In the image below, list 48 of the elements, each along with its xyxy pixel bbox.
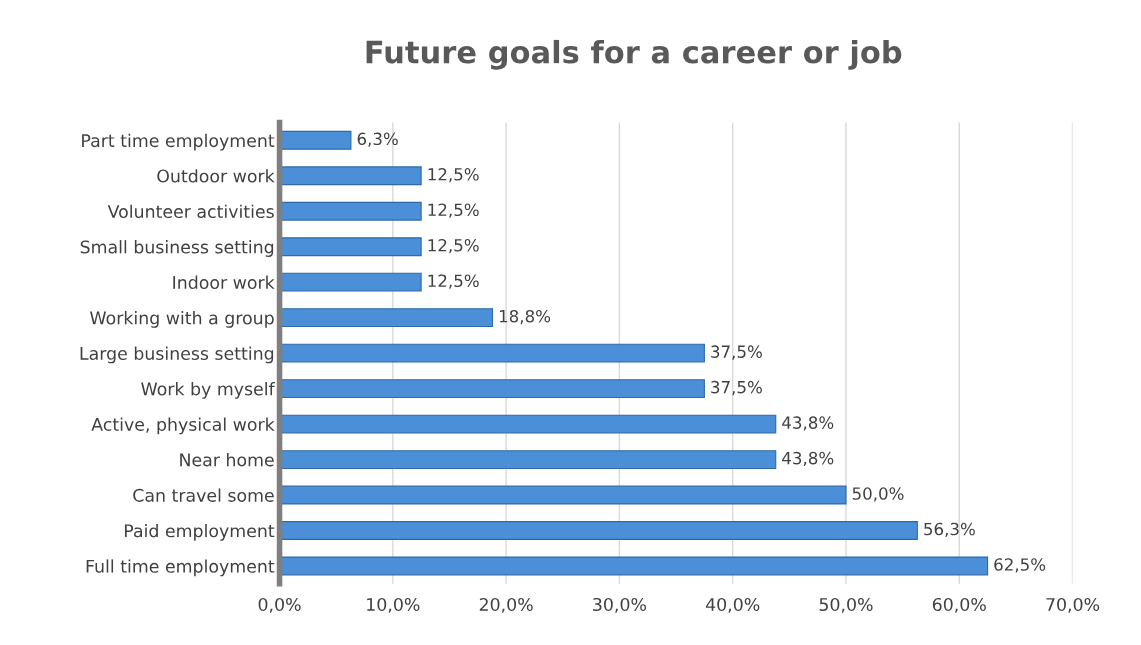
- x-tick-label: 30,0%: [593, 597, 647, 613]
- data-label: 37,5%: [711, 345, 762, 360]
- y-tick-label: Indoor work: [173, 275, 275, 290]
- x-tick-label: 60,0%: [932, 597, 986, 613]
- chart-title: Future goals for a career or job: [366, 39, 902, 70]
- data-label: 43,8%: [782, 416, 834, 431]
- bar: [279, 556, 989, 576]
- data-label: 12,5%: [428, 203, 479, 218]
- x-tick-label: 0,0%: [258, 597, 301, 613]
- y-tick-label: Active, physical work: [91, 417, 275, 435]
- bar: [279, 130, 352, 150]
- data-label: 6,3%: [357, 132, 398, 147]
- y-tick-label: Large business setting: [80, 346, 274, 364]
- y-tick-label: Working with a group: [90, 311, 274, 328]
- data-label: 18,8%: [499, 309, 551, 325]
- bar: [279, 485, 847, 505]
- y-tick-label: Work by myself: [141, 382, 276, 399]
- x-tick-label: 10,0%: [367, 597, 420, 613]
- y-tick-label: Volunteer activities: [107, 204, 274, 219]
- bar: [279, 201, 422, 221]
- y-tick-label: Outdoor work: [157, 169, 275, 183]
- data-label: 50,0%: [852, 487, 904, 502]
- y-tick-label: Near home: [180, 452, 274, 467]
- data-label: 43,8%: [782, 451, 834, 467]
- x-tick-label: 70,0%: [1046, 597, 1100, 613]
- y-tick-label: Can travel some: [133, 488, 274, 502]
- bar: [279, 521, 918, 540]
- bar: [279, 379, 705, 399]
- data-label: 12,5%: [428, 274, 479, 289]
- x-tick-label: 20,0%: [479, 597, 533, 613]
- data-label: 56,3%: [924, 522, 975, 538]
- data-label: 12,5%: [428, 167, 479, 183]
- y-tick-label: Paid employment: [124, 523, 275, 541]
- bar: [279, 414, 777, 434]
- bar: [279, 308, 494, 328]
- bar: [279, 237, 422, 257]
- data-label: 62,5%: [994, 558, 1046, 573]
- y-tick-label: Part time employment: [82, 133, 275, 151]
- x-tick-label: 40,0%: [705, 597, 760, 613]
- y-tick-label: Full time employment: [86, 559, 275, 577]
- bar: [279, 166, 422, 186]
- bar: [279, 343, 705, 363]
- x-tick-label: 50,0%: [819, 597, 873, 613]
- bar: [279, 450, 777, 469]
- data-label: 37,5%: [711, 380, 762, 396]
- y-tick-label: Small business setting: [80, 240, 274, 257]
- data-label: 12,5%: [428, 238, 479, 254]
- bar: [279, 272, 422, 292]
